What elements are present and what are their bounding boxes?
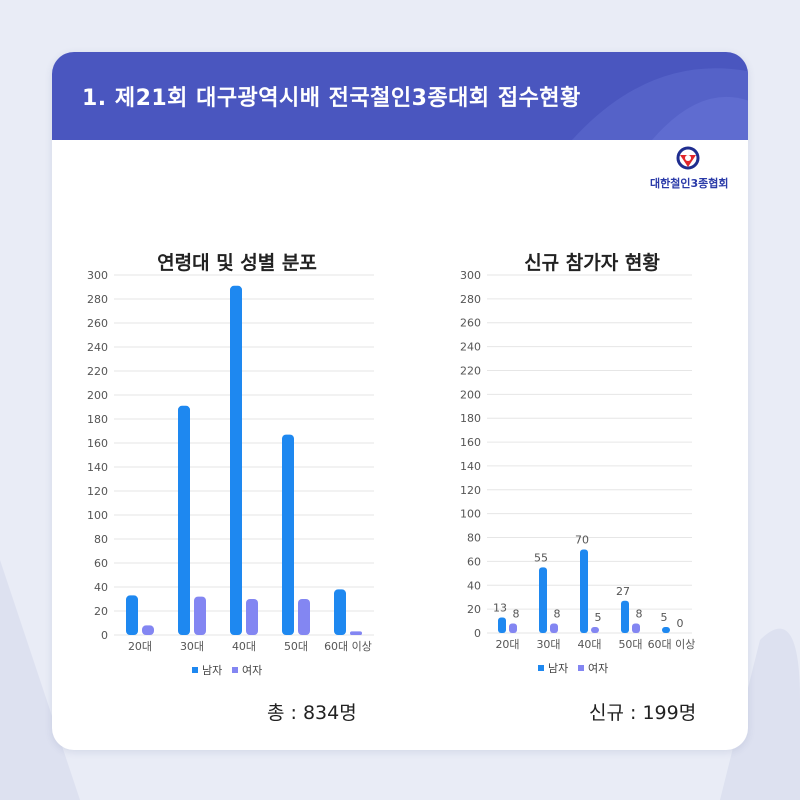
legend-label: 여자 [588,662,608,675]
y-tick-label: 160 [87,437,108,450]
y-tick-label: 20 [94,605,108,618]
legend-swatch [192,667,198,673]
y-tick-label: 180 [460,412,481,425]
y-tick-label: 60 [94,557,108,570]
category-label: 20대 [495,638,519,651]
total-count: 총 : 834명 [267,702,357,724]
federation-logo: 대한철인3종협회 [650,145,729,191]
chart-1: 0 20 40 60 80 100 120 140 160 180 200 220 240 260 280 3… [87,269,374,677]
data-label: 0 [677,617,684,630]
bar-male [662,627,670,633]
legend-label: 남자 [548,662,568,675]
page-title: 1. 제21회 대구광역시배 전국철인3종대회 접수현황 [82,86,581,111]
header-banner: 1. 제21회 대구광역시배 전국철인3종대회 접수현황 [52,52,748,140]
bar-female [509,623,517,633]
bar-male [539,567,547,633]
y-tick-label: 60 [467,555,481,568]
category-label: 50대 [618,638,642,651]
category-label: 50대 [284,640,308,653]
y-tick-label: 160 [460,436,481,449]
data-label: 8 [554,607,561,620]
y-tick-label: 300 [460,269,481,282]
legend-label: 여자 [242,664,262,677]
bar-male [230,285,242,635]
data-label: 8 [636,607,643,620]
data-label: 55 [534,551,548,564]
federation-name: 대한철인3종협회 [650,177,729,190]
legend-label: 남자 [202,664,222,677]
data-label: 5 [661,611,668,624]
y-tick-label: 300 [87,269,108,282]
data-label: 5 [595,611,602,624]
y-tick-label: 180 [87,413,108,426]
new-count: 신규 : 199명 [589,702,697,724]
report-card: 1. 제21회 대구광역시배 전국철인3종대회 접수현황 대한철인3종협회 연령… [52,52,748,750]
y-tick-label: 240 [87,341,108,354]
y-tick-label: 40 [94,581,108,594]
bar-male [498,617,506,633]
data-label: 8 [513,607,520,620]
bar-male [126,595,138,635]
bar-female [632,623,640,633]
y-tick-label: 40 [467,579,481,592]
y-tick-label: 260 [87,317,108,330]
y-tick-label: 240 [460,341,481,354]
bar-female [591,627,599,633]
y-tick-label: 100 [87,509,108,522]
y-tick-label: 100 [460,508,481,521]
category-label: 30대 [180,640,204,653]
triathlon-emblem-icon [676,146,700,170]
legend-swatch [578,665,584,671]
data-label: 27 [616,585,630,598]
category-label: 60대 이상 [324,640,372,653]
header-decoration [572,68,748,140]
y-tick-label: 0 [101,629,108,642]
bar-female [142,625,154,635]
category-label: 30대 [536,638,560,651]
y-tick-label: 220 [87,365,108,378]
bar-male [334,589,346,635]
category-label: 60대 이상 [648,638,696,651]
data-label: 13 [493,601,507,614]
bar-male [580,549,588,633]
legend-swatch [232,667,238,673]
chart-title-new-participants: 신규 참가자 현황 [524,252,660,274]
category-label: 40대 [577,638,601,651]
chart-2: 0204060801001201401601802002202402602803… [460,269,695,675]
bar-male [178,405,190,635]
y-tick-label: 20 [467,603,481,616]
bar-female [246,599,258,635]
y-tick-label: 140 [87,461,108,474]
data-label: 70 [575,533,589,546]
bar-female [350,631,362,635]
y-tick-label: 200 [87,389,108,402]
y-tick-label: 120 [87,485,108,498]
charts-canvas: 0204060801001201401601802002202402602803… [87,269,695,677]
category-label: 40대 [232,640,256,653]
y-tick-label: 80 [94,533,108,546]
category-label: 20대 [128,640,152,653]
y-tick-label: 140 [460,460,481,473]
y-tick-label: 260 [460,317,481,330]
y-tick-label: 280 [460,293,481,306]
bar-male [282,434,294,635]
bar-female [298,599,310,635]
chart-title-age-gender: 연령대 및 성별 분포 [157,252,317,274]
y-tick-label: 280 [87,293,108,306]
y-tick-label: 220 [460,364,481,377]
bar-male [621,600,629,633]
y-tick-label: 0 [474,627,481,640]
y-tick-label: 80 [467,532,481,545]
bar-female [550,623,558,633]
y-tick-label: 120 [460,484,481,497]
bar-female [194,596,206,635]
y-tick-label: 200 [460,388,481,401]
legend-swatch [538,665,544,671]
